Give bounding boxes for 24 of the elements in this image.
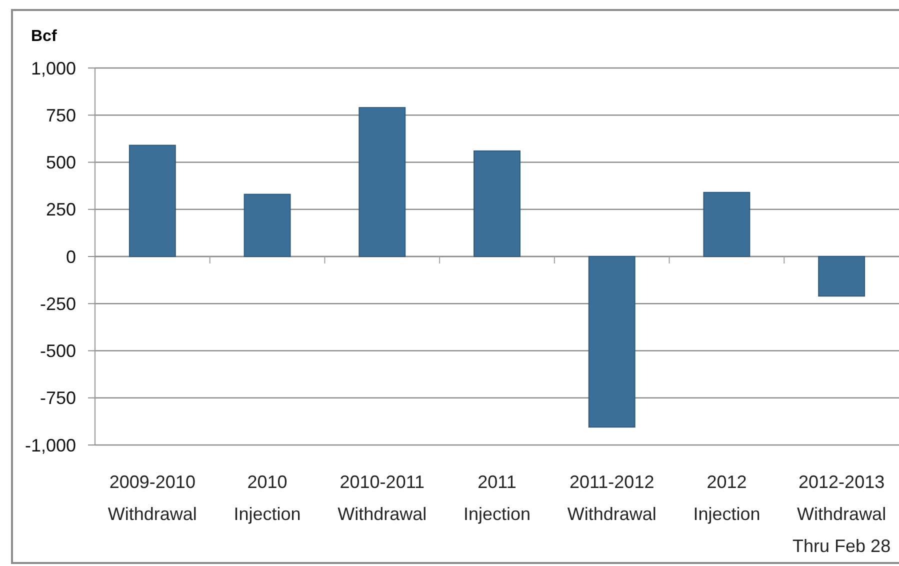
bar xyxy=(588,256,636,428)
y-tick-label: -250 xyxy=(40,294,76,314)
x-tick-label: 2010 Injection xyxy=(234,472,301,524)
x-tick-label: 2009-2010 Withdrawal xyxy=(108,472,197,524)
y-axis-title: Bcf xyxy=(31,28,58,45)
bar xyxy=(128,144,176,257)
bar xyxy=(244,194,291,257)
y-tick-label: 1,000 xyxy=(30,58,76,78)
y-tick-label: 250 xyxy=(46,200,76,220)
bar xyxy=(703,192,750,257)
x-tick-label: 2012-2013 Withdrawal Thru Feb 28 xyxy=(792,472,891,556)
x-tick-label: 2011-2012 Withdrawal xyxy=(567,472,656,524)
y-tick-label: -500 xyxy=(40,341,76,362)
y-tick-label: -750 xyxy=(40,388,76,408)
x-tick-label: 2012 Injection xyxy=(693,472,760,524)
x-tick-label: 2011 Injection xyxy=(463,472,531,524)
y-tick-label: -1,000 xyxy=(24,435,76,456)
bar xyxy=(358,107,406,257)
bar xyxy=(474,150,520,257)
bar xyxy=(818,256,866,297)
y-tick-label: 750 xyxy=(46,105,76,126)
y-tick-label: 500 xyxy=(46,152,76,173)
y-tick-label: 0 xyxy=(66,246,76,267)
x-tick-label: 2010-2011 Withdrawal xyxy=(338,472,427,524)
